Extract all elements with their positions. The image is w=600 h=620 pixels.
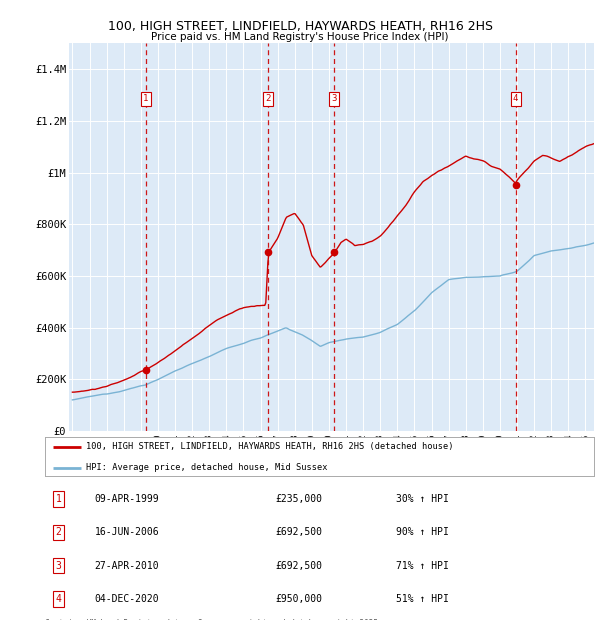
Text: 51% ↑ HPI: 51% ↑ HPI bbox=[397, 594, 449, 604]
Text: Price paid vs. HM Land Registry's House Price Index (HPI): Price paid vs. HM Land Registry's House … bbox=[151, 32, 449, 42]
Text: 2: 2 bbox=[266, 94, 271, 104]
Text: 71% ↑ HPI: 71% ↑ HPI bbox=[397, 560, 449, 570]
Text: £235,000: £235,000 bbox=[275, 494, 323, 504]
Text: 3: 3 bbox=[332, 94, 337, 104]
Text: 4: 4 bbox=[513, 94, 518, 104]
Text: 2: 2 bbox=[56, 528, 62, 538]
Text: 1: 1 bbox=[56, 494, 62, 504]
Text: 30% ↑ HPI: 30% ↑ HPI bbox=[397, 494, 449, 504]
Text: 3: 3 bbox=[56, 560, 62, 570]
Text: £950,000: £950,000 bbox=[275, 594, 323, 604]
Text: Contains HM Land Registry data © Crown copyright and database right 2025.
This d: Contains HM Land Registry data © Crown c… bbox=[45, 619, 383, 620]
Text: 100, HIGH STREET, LINDFIELD, HAYWARDS HEATH, RH16 2HS: 100, HIGH STREET, LINDFIELD, HAYWARDS HE… bbox=[107, 20, 493, 33]
Text: 09-APR-1999: 09-APR-1999 bbox=[94, 494, 159, 504]
Text: HPI: Average price, detached house, Mid Sussex: HPI: Average price, detached house, Mid … bbox=[86, 463, 328, 472]
Text: 04-DEC-2020: 04-DEC-2020 bbox=[94, 594, 159, 604]
Text: 100, HIGH STREET, LINDFIELD, HAYWARDS HEATH, RH16 2HS (detached house): 100, HIGH STREET, LINDFIELD, HAYWARDS HE… bbox=[86, 442, 454, 451]
Text: 16-JUN-2006: 16-JUN-2006 bbox=[94, 528, 159, 538]
Text: 27-APR-2010: 27-APR-2010 bbox=[94, 560, 159, 570]
Text: £692,500: £692,500 bbox=[275, 528, 323, 538]
Text: £692,500: £692,500 bbox=[275, 560, 323, 570]
Text: 90% ↑ HPI: 90% ↑ HPI bbox=[397, 528, 449, 538]
Text: 1: 1 bbox=[143, 94, 148, 104]
Text: 4: 4 bbox=[56, 594, 62, 604]
